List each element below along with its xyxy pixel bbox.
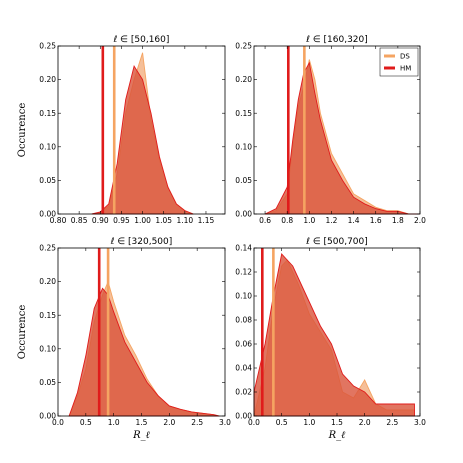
x-tick-label: 0.0: [52, 418, 64, 427]
x-tick-label: 1.2: [325, 216, 337, 225]
x-tick-label: 2.5: [386, 418, 398, 427]
y-tick-label: 0.10: [235, 292, 252, 301]
x-tick-label: 2.0: [359, 418, 371, 427]
series-area-hm: [91, 65, 194, 215]
y-axis-label: Occurence: [17, 103, 28, 158]
y-tick-label: 0.15: [39, 311, 56, 320]
x-tick-label: 1.00: [134, 216, 151, 225]
x-tick-label: 0.5: [276, 418, 288, 427]
x-tick-label: 2.0: [163, 418, 175, 427]
axes-frame: [57, 45, 226, 215]
x-tick-label: 0.0: [248, 418, 260, 427]
x-tick-label: 1.05: [155, 216, 172, 225]
y-tick-label: 0.00: [39, 412, 56, 421]
panel-title: ℓ ∈ [50,160]: [113, 35, 170, 45]
legend-box: [379, 47, 419, 77]
y-tick-label: 0.25: [39, 244, 56, 253]
y-tick-label: 0.05: [39, 378, 56, 387]
y-tick-label: 0.15: [235, 109, 252, 118]
x-tick-label: 0.6: [259, 216, 271, 225]
y-tick-label: 0.06: [235, 340, 252, 349]
x-tick-label: 0.95: [113, 216, 130, 225]
panel-title: ℓ ∈ [160,320]: [305, 35, 368, 45]
y-tick-label: 0.20: [235, 75, 252, 84]
axes-frame: [253, 45, 421, 215]
x-tick-label: 0.8: [281, 216, 293, 225]
y-tick-label: 0.14: [235, 244, 252, 253]
x-tick-label: 3.0: [414, 418, 426, 427]
x-tick-label: 1.0: [303, 418, 315, 427]
y-tick-label: 0.20: [39, 75, 56, 84]
x-tick-label: 1.0: [108, 418, 120, 427]
y-tick-label: 0.10: [39, 142, 56, 151]
panel-3: 0.0 0.5 1.0 1.5 2.0 2.5 3.0 0.00 0.05 0.10 0.15 0.2…: [17, 237, 231, 441]
panel-title: ℓ ∈ [320,500]: [110, 237, 173, 247]
y-tick-label: 0.10: [235, 142, 252, 151]
x-axis-label: R_ℓ: [132, 430, 150, 441]
x-axis-label: R_ℓ: [328, 430, 346, 441]
y-tick-label: 0.00: [235, 210, 252, 219]
series-area-hm: [253, 253, 415, 417]
y-tick-label: 0.10: [39, 344, 56, 353]
y-tick-label: 0.05: [39, 176, 56, 185]
x-tick-label: 1.10: [176, 216, 193, 225]
x-tick-label: 2.5: [191, 418, 203, 427]
x-tick-label: 1.15: [198, 216, 215, 225]
x-tick-label: 0.80: [50, 216, 67, 225]
x-tick-label: 1.5: [136, 418, 148, 427]
panel-1: 0.80 0.85 0.90 0.95 1.00 1.05 1.10 1.15 0.00 0.05…: [17, 35, 226, 225]
x-tick-label: 1.6: [370, 216, 382, 225]
x-tick-label: 0.85: [71, 216, 88, 225]
y-tick-label: 0.05: [235, 176, 252, 185]
x-tick-label: 1.8: [392, 216, 404, 225]
y-tick-label: 0.25: [235, 42, 252, 51]
y-tick-label: 0.04: [235, 364, 252, 373]
x-tick-label: 1.0: [303, 216, 315, 225]
y-tick-label: 0.00: [39, 210, 56, 219]
x-tick-label: 3.0: [219, 418, 231, 427]
panel-2: 0.6 0.8 1.0 1.2 1.4 1.6 1.8 2.0 0.00 0.05 0.10 0.15…: [235, 35, 426, 225]
y-tick-label: 0.02: [235, 388, 252, 397]
legend: DS HM: [379, 47, 419, 77]
x-tick-label: 0.5: [80, 418, 92, 427]
y-axis-label: Occurence: [17, 305, 28, 360]
y-tick-label: 0.25: [39, 42, 56, 51]
y-tick-label: 0.12: [235, 268, 252, 277]
x-tick-label: 2.0: [414, 216, 426, 225]
y-tick-label: 0.15: [39, 109, 56, 118]
x-tick-label: 1.4: [348, 216, 360, 225]
panel-title: ℓ ∈ [500,700]: [305, 237, 368, 247]
series-area-hm: [68, 287, 220, 417]
panel-4: 0.0 0.5 1.0 1.5 2.0 2.5 3.0 0.00 0.02 0.04 0.06 0.0…: [235, 237, 426, 441]
y-tick-label: 0.20: [39, 277, 56, 286]
legend-label-ds: DS: [400, 53, 410, 61]
y-tick-label: 0.08: [235, 316, 252, 325]
legend-label-hm: HM: [400, 65, 411, 73]
x-tick-label: 0.90: [92, 216, 109, 225]
x-tick-label: 1.5: [331, 418, 343, 427]
y-tick-label: 0.00: [235, 412, 252, 421]
